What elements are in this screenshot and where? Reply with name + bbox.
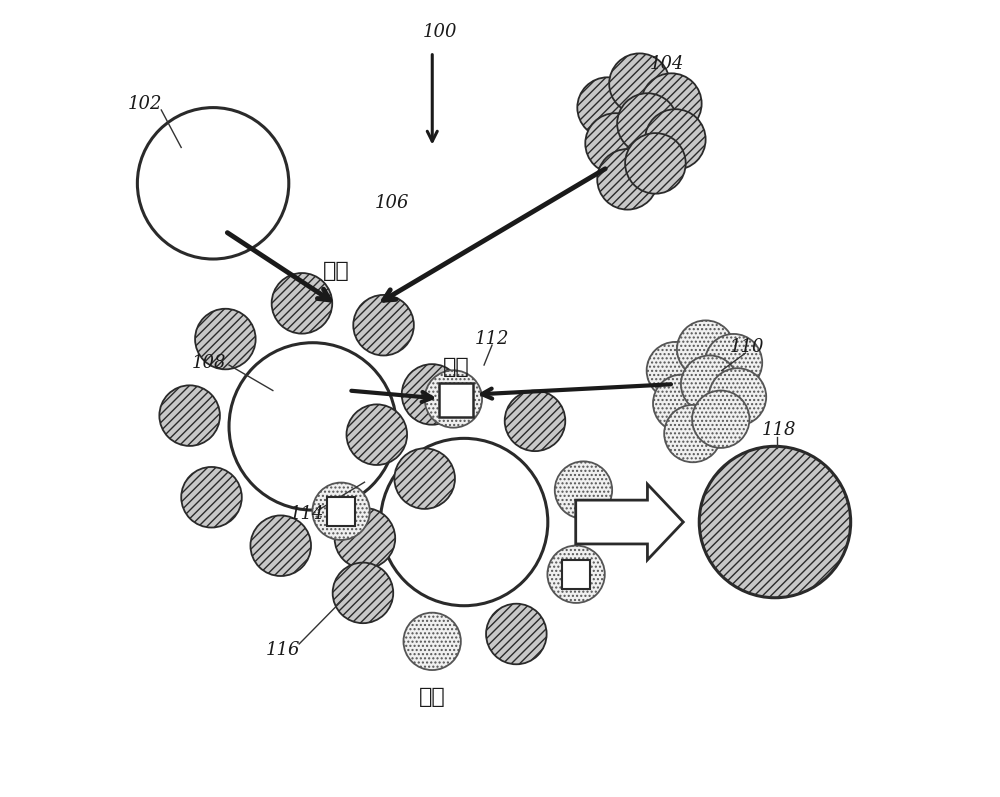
Circle shape [195,308,256,369]
Circle shape [577,77,638,138]
Circle shape [625,133,686,194]
Circle shape [333,563,393,623]
Circle shape [609,53,670,114]
Circle shape [353,295,414,355]
Circle shape [159,385,220,446]
Circle shape [653,375,710,432]
Circle shape [380,438,548,606]
Circle shape [335,508,395,568]
Circle shape [641,73,702,134]
Circle shape [555,461,612,519]
Circle shape [705,334,762,391]
Text: 加热: 加热 [419,687,446,708]
Circle shape [681,355,738,413]
Circle shape [181,467,242,528]
Text: 104: 104 [650,55,685,73]
Circle shape [709,368,766,426]
Text: 106: 106 [375,194,410,212]
Circle shape [617,93,678,154]
Circle shape [486,603,547,664]
Circle shape [137,108,289,259]
Circle shape [312,482,370,540]
Bar [439,383,473,417]
Circle shape [346,404,407,465]
Text: 110: 110 [730,338,764,355]
Circle shape [647,342,704,399]
Text: 102: 102 [128,95,163,112]
Circle shape [664,405,722,462]
Text: 118: 118 [762,422,796,439]
Circle shape [699,446,851,598]
Circle shape [692,391,749,448]
Bar [327,497,355,525]
Circle shape [425,371,482,428]
Text: 100: 100 [423,23,457,41]
Text: 108: 108 [192,354,226,371]
Circle shape [402,364,462,425]
Text: 混合: 混合 [323,261,350,281]
Text: 混合: 混合 [443,356,470,377]
Bar [562,560,590,589]
Circle shape [394,449,455,509]
Circle shape [585,113,646,174]
Circle shape [597,149,658,210]
Circle shape [505,391,565,451]
Text: 114: 114 [290,505,324,523]
Circle shape [645,109,706,170]
Circle shape [677,320,734,378]
Text: 116: 116 [266,641,300,658]
Circle shape [229,343,396,510]
Circle shape [547,546,605,603]
FancyArrow shape [576,485,683,559]
Circle shape [403,613,461,670]
Circle shape [272,273,332,334]
Circle shape [250,516,311,576]
Text: 112: 112 [475,330,509,347]
